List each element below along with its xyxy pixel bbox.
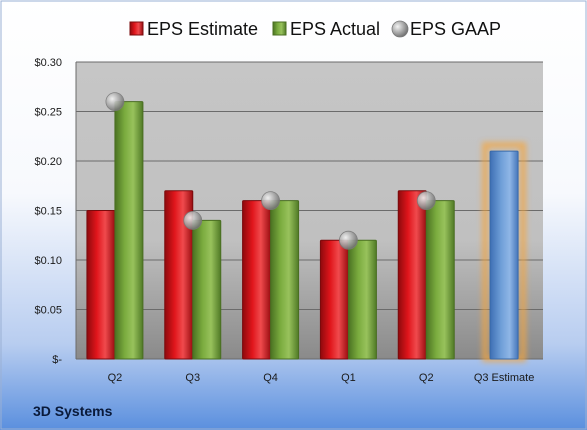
eps-gaap-marker xyxy=(261,191,280,211)
eps-estimate-bar xyxy=(397,190,427,360)
legend: EPS Estimate EPS Actual EPS GAAP xyxy=(129,19,501,39)
gaap-markers xyxy=(105,92,436,250)
y-tick-label: $- xyxy=(52,354,62,366)
y-axis: $- $0.05 $0.10 $0.15 $0.20 $0.25 $0.30 xyxy=(34,57,62,366)
company-name: 3D Systems xyxy=(33,403,113,419)
legend-eps-estimate-label: EPS Estimate xyxy=(147,19,258,39)
y-tick-label: $0.25 xyxy=(34,107,62,119)
eps-actual-bar xyxy=(425,200,455,360)
x-tick-label: Q1 xyxy=(341,372,356,384)
eps-actual-bar xyxy=(114,101,144,360)
eps-gaap-marker xyxy=(339,230,358,250)
eps-actual-bar xyxy=(347,239,377,360)
eps-gaap-marker xyxy=(183,210,203,230)
legend-eps-estimate-swatch xyxy=(129,21,144,36)
legend-eps-gaap-swatch xyxy=(391,20,409,38)
legend-eps-actual-label: EPS Actual xyxy=(290,19,380,39)
x-tick-label: Q2 xyxy=(419,372,434,384)
x-tick-label: Q4 xyxy=(263,372,278,384)
x-axis: Q2 Q3 Q4 Q1 Q2 Q3 Estimate xyxy=(108,372,535,384)
x-tick-label: Q2 xyxy=(108,372,123,384)
y-tick-label: $0.30 xyxy=(34,57,62,69)
y-tick-label: $0.20 xyxy=(34,156,62,168)
legend-eps-gaap-label: EPS GAAP xyxy=(410,19,501,39)
eps-forecast-bar xyxy=(489,150,519,360)
y-tick-label: $0.05 xyxy=(34,305,62,317)
x-tick-label: Q3 Estimate xyxy=(474,372,535,384)
eps-estimate-bar xyxy=(319,239,349,360)
gridlines xyxy=(75,61,543,360)
eps-actual-bar xyxy=(192,219,222,360)
x-tick-label: Q3 xyxy=(185,372,200,384)
y-tick-label: $0.10 xyxy=(34,255,62,267)
eps-estimate-bar xyxy=(242,200,272,360)
eps-estimate-bar xyxy=(86,210,116,360)
eps-gaap-marker xyxy=(105,92,125,111)
eps-gaap-marker xyxy=(416,191,436,211)
bars xyxy=(86,101,527,362)
legend-eps-actual-swatch xyxy=(272,21,287,36)
eps-actual-bar xyxy=(270,200,300,360)
y-tick-label: $0.15 xyxy=(34,206,62,218)
